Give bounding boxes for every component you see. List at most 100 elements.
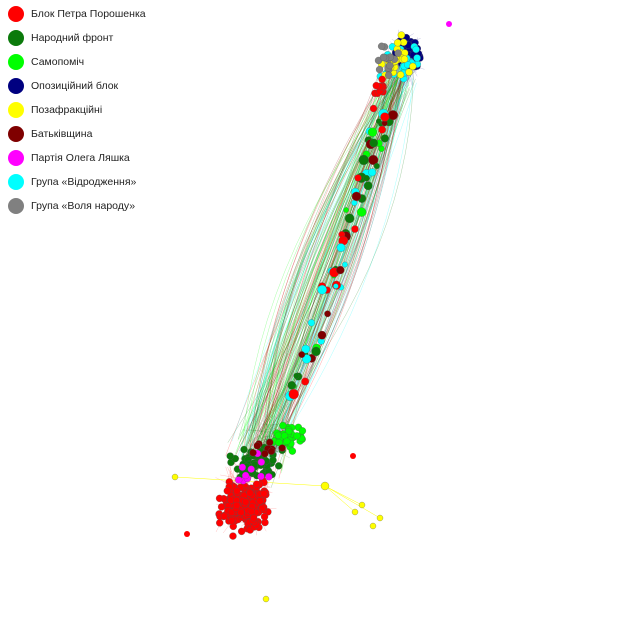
node	[317, 285, 327, 295]
edge	[263, 79, 398, 471]
node	[223, 487, 231, 495]
node	[385, 71, 393, 79]
node	[287, 381, 296, 390]
node	[405, 68, 413, 76]
node	[247, 465, 255, 473]
edge	[254, 70, 400, 456]
node	[240, 445, 248, 454]
node	[386, 61, 394, 70]
node	[265, 473, 273, 481]
node	[333, 283, 339, 289]
node	[446, 21, 452, 27]
node	[171, 473, 179, 481]
edge	[227, 78, 416, 443]
edge	[249, 429, 273, 434]
edge	[249, 57, 384, 466]
edge	[236, 46, 403, 454]
edge	[239, 55, 397, 448]
node	[278, 444, 286, 452]
legend-swatch	[8, 150, 24, 166]
edge	[260, 433, 272, 444]
legend-label: Група «Відродження»	[31, 176, 137, 188]
edge	[269, 89, 407, 460]
edge	[245, 78, 398, 449]
node	[380, 134, 389, 143]
node	[293, 372, 300, 379]
node	[298, 351, 306, 358]
edge	[262, 79, 398, 473]
node	[380, 112, 390, 122]
edge	[267, 51, 403, 474]
edge	[237, 84, 409, 458]
edge	[263, 435, 275, 437]
edge	[248, 65, 405, 447]
node	[412, 45, 420, 54]
edge	[255, 61, 409, 435]
node	[376, 514, 384, 522]
nodes	[171, 21, 452, 603]
edge	[264, 427, 272, 438]
edge	[243, 65, 401, 455]
node	[274, 431, 282, 440]
edge	[237, 79, 396, 481]
edge	[255, 87, 410, 477]
node	[320, 481, 330, 491]
node	[363, 181, 373, 191]
node	[233, 487, 241, 495]
node	[336, 243, 346, 252]
edge	[242, 60, 407, 455]
edge	[242, 71, 407, 468]
edge	[250, 64, 402, 455]
edge	[244, 61, 402, 449]
node	[260, 490, 268, 498]
legend-label: Партія Олега Ляшка	[31, 152, 130, 164]
legend-swatch	[8, 54, 24, 70]
edge	[254, 73, 388, 429]
node	[246, 489, 254, 497]
node	[216, 519, 224, 527]
node	[241, 471, 250, 480]
node	[269, 456, 277, 464]
node	[343, 207, 349, 213]
legend-label: Опозиційний блок	[31, 80, 119, 92]
node	[375, 65, 384, 74]
edge	[237, 85, 393, 440]
edge	[251, 424, 260, 442]
node	[220, 512, 229, 520]
edge	[231, 62, 404, 442]
legend-label: Батьківщина	[31, 128, 93, 140]
legend-swatch	[8, 102, 24, 118]
node	[250, 514, 258, 522]
node	[247, 507, 256, 516]
node	[378, 125, 386, 134]
edge	[242, 429, 272, 432]
node	[324, 310, 331, 318]
edge	[273, 79, 402, 454]
node	[266, 438, 274, 446]
node	[378, 75, 386, 84]
edge	[242, 71, 400, 471]
edge	[243, 73, 402, 460]
edge	[264, 73, 396, 449]
edge	[243, 77, 403, 437]
edge	[265, 77, 398, 461]
node	[235, 476, 243, 484]
node	[372, 81, 380, 90]
legend-label: Самопоміч	[31, 56, 84, 68]
node	[257, 458, 265, 466]
edge	[258, 78, 406, 433]
edge	[267, 70, 403, 477]
node	[351, 508, 359, 516]
edge	[246, 53, 415, 474]
node	[397, 31, 406, 39]
node	[293, 432, 301, 440]
node	[409, 62, 417, 71]
node	[317, 330, 327, 340]
node	[369, 138, 379, 148]
node	[267, 447, 276, 455]
edge	[241, 72, 410, 476]
edge	[233, 87, 400, 459]
edge	[267, 65, 406, 461]
node	[350, 453, 356, 459]
node	[262, 595, 270, 603]
